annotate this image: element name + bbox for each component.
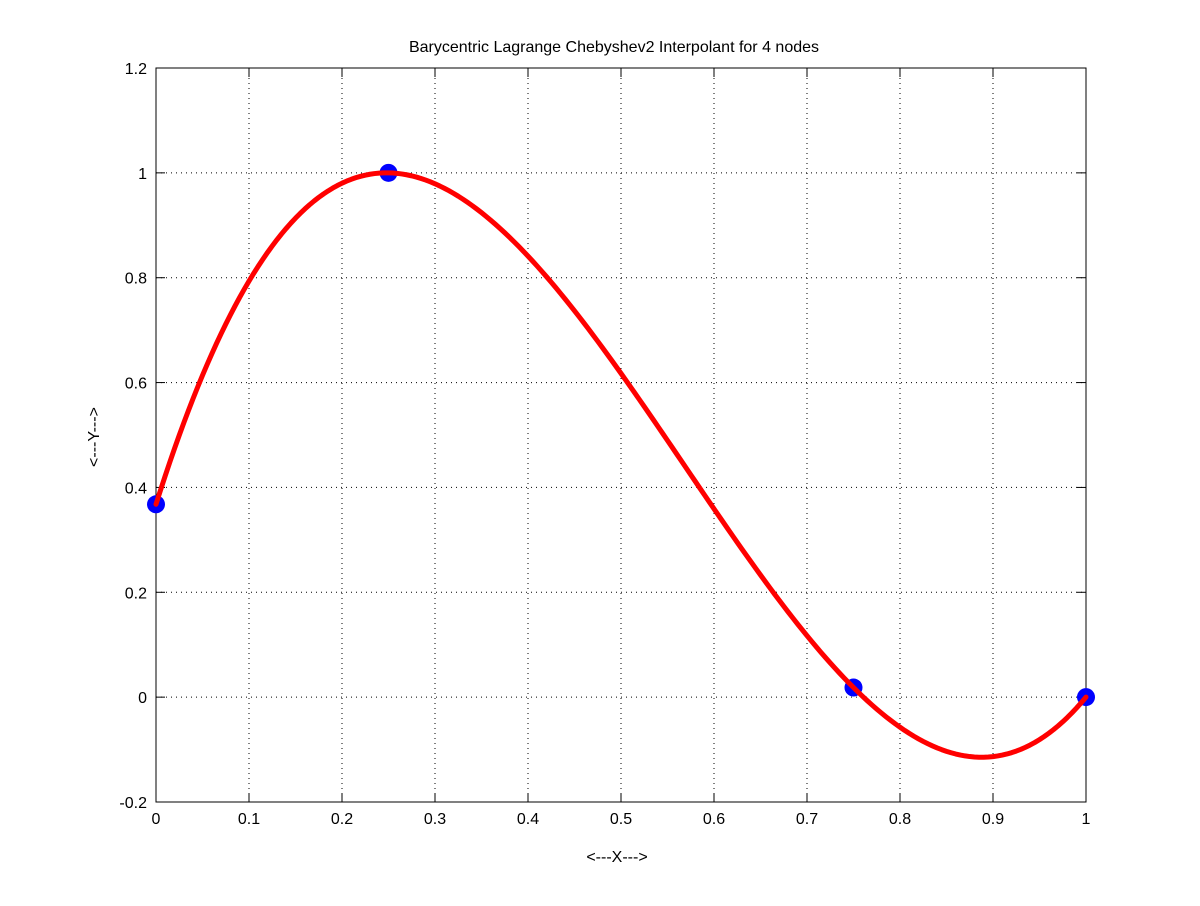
x-tick-label: 0.2 [331,811,353,828]
x-tick-label: 0.9 [982,811,1004,828]
y-tick-label: 0.6 [125,376,147,393]
interpolant-line [153,170,1089,760]
x-tick-label: 0.4 [517,811,539,828]
x-tick-label: 0.3 [424,811,446,828]
y-axis-label: <---Y---> [86,407,103,467]
x-tick-label: 0 [152,811,161,828]
y-tick-label: 0.8 [125,271,147,288]
y-tick-label: 1.2 [125,61,147,78]
x-tick-label: 0.8 [889,811,911,828]
series [147,163,1095,760]
x-tick-label: 0.7 [796,811,818,828]
y-tick-label: -0.2 [119,795,147,812]
x-tick-label: 0.6 [703,811,725,828]
ticks: 0 0.1 0.2 0.3 0.4 0.5 0.6 0.7 0.8 0.9 1 -0.2 0 0.2 0.4… [119,61,1090,828]
y-tick-label: 0 [138,690,147,707]
chart-title: Barycentric Lagrange Chebyshev2 Interpol… [409,39,819,56]
x-tick-label: 0.5 [610,811,632,828]
y-tick-label: 0.2 [125,585,147,602]
y-tick-label: 0.4 [125,480,147,497]
x-axis-label: <---X---> [586,849,647,866]
grid [156,68,1086,802]
x-tick-label: 0.1 [238,811,260,828]
y-tick-label: 1 [138,166,147,183]
x-tick-label: 1 [1082,811,1091,828]
